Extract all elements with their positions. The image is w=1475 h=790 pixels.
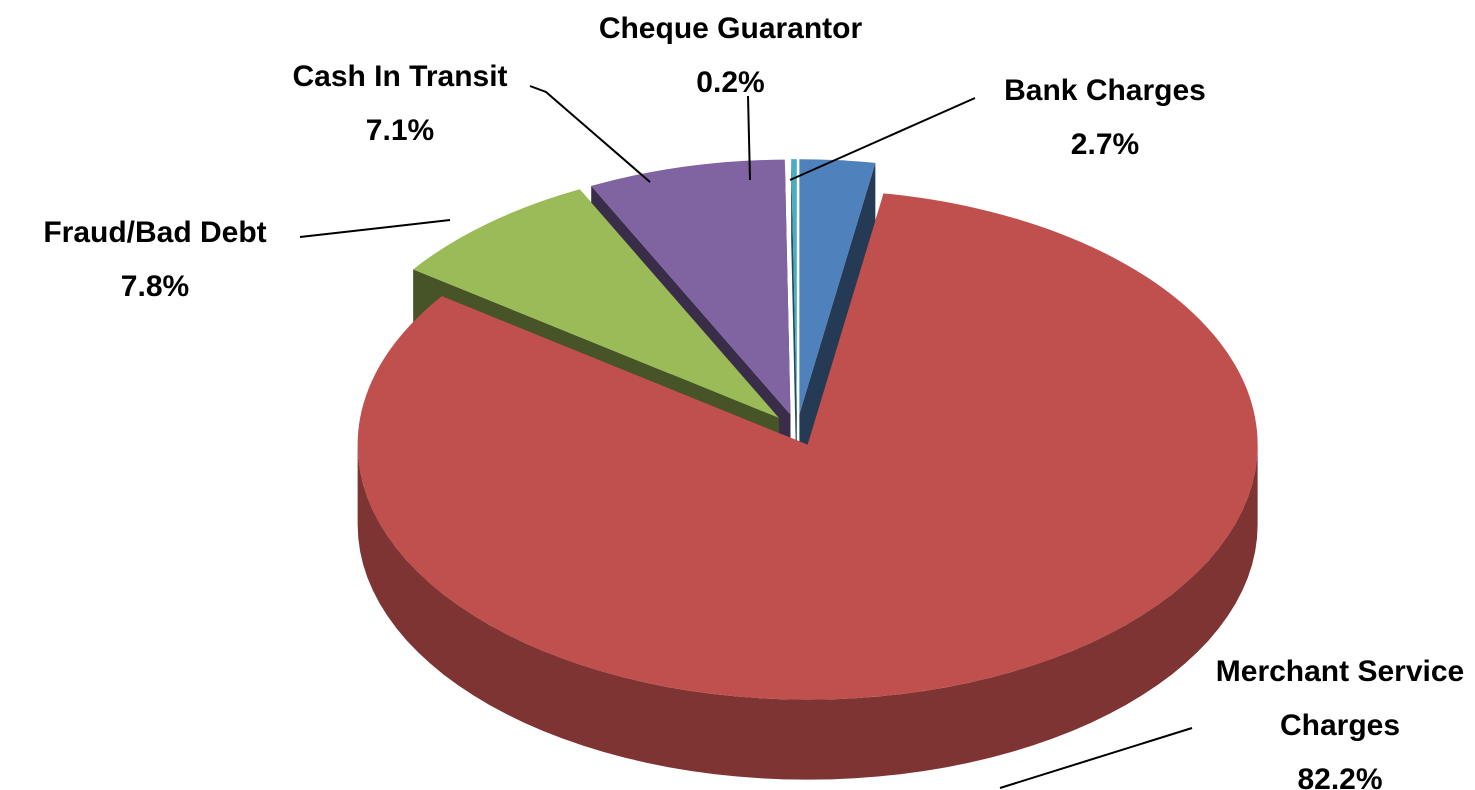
slice bbox=[357, 193, 1258, 780]
category-label: Cash In Transit bbox=[292, 60, 508, 93]
slice-top bbox=[799, 159, 876, 415]
value-label: 0.2% bbox=[696, 66, 765, 99]
data-label: Cheque Guarantor 0.2% bbox=[598, 2, 863, 110]
leader-line bbox=[529, 85, 651, 183]
data-label: Cash In Transit 7.1% bbox=[260, 50, 540, 158]
value-label: 2.7% bbox=[1070, 128, 1140, 161]
slice-top bbox=[357, 193, 1258, 700]
leader-line bbox=[789, 97, 976, 181]
value-label: 7.1% bbox=[365, 114, 435, 147]
slice-side bbox=[791, 159, 797, 495]
slice-top bbox=[591, 159, 791, 415]
leader-line bbox=[999, 727, 1193, 789]
value-label: 82.2% bbox=[1297, 763, 1383, 790]
slice-top bbox=[791, 159, 797, 415]
leader-line bbox=[299, 219, 451, 238]
slice-wall bbox=[357, 444, 1258, 780]
data-label: Merchant Service Charges 82.2% bbox=[1210, 645, 1470, 790]
value-label: 7.8% bbox=[120, 270, 190, 303]
data-label: Bank Charges 2.7% bbox=[975, 64, 1235, 172]
category-label: Cheque Guarantor bbox=[598, 12, 863, 45]
category-label: Merchant Service Charges bbox=[1215, 655, 1465, 742]
category-label: Bank Charges bbox=[1004, 74, 1206, 107]
category-label: Fraud/Bad Debt bbox=[43, 216, 267, 249]
slice-top bbox=[413, 189, 779, 418]
leader-line bbox=[747, 95, 751, 181]
data-label: Fraud/Bad Debt 7.8% bbox=[5, 206, 305, 314]
slice bbox=[791, 159, 797, 495]
